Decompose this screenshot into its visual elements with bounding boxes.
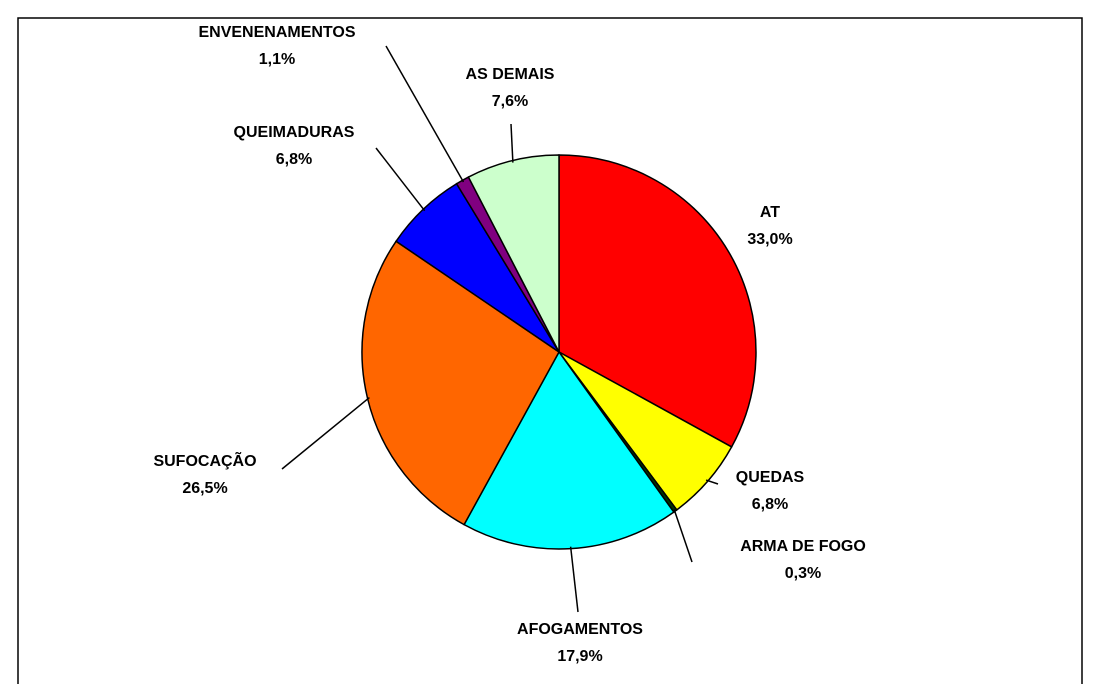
slice-value-label: 26,5% [182, 480, 227, 497]
leader-line [673, 509, 693, 563]
slice-value-label: 6,8% [752, 496, 788, 513]
slice-value-label: 0,3% [785, 565, 821, 582]
slice-label: QUEDAS [736, 469, 805, 486]
slice-label: SUFOCAÇÃO [153, 450, 256, 470]
leader-line [385, 45, 465, 183]
slice-label: ENVENENAMENTOS [198, 24, 355, 41]
leader-line [375, 147, 426, 212]
slice-value-label: 33,0% [747, 231, 792, 248]
chart-frame [17, 17, 1083, 684]
slice-label: AS DEMAIS [466, 66, 555, 83]
slice-value-label: 7,6% [492, 93, 528, 110]
leader-line [569, 546, 579, 613]
slice-label: AFOGAMENTOS [517, 621, 643, 638]
slice-label: AT [760, 204, 780, 221]
slice-label: QUEIMADURAS [234, 124, 355, 141]
pie-slice [361, 240, 560, 526]
leader-line [705, 479, 719, 485]
pie-slice [558, 154, 757, 448]
leader-line [281, 396, 370, 470]
leader-line [510, 123, 514, 163]
slice-value-label: 1,1% [259, 51, 295, 68]
slice-label: ARMA DE FOGO [740, 538, 866, 555]
slice-value-label: 6,8% [276, 151, 312, 168]
slice-value-label: 17,9% [557, 648, 602, 665]
